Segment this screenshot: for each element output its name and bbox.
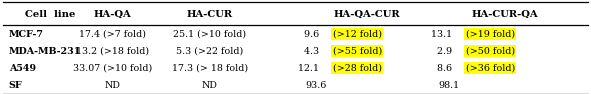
- Text: 13.1: 13.1: [431, 30, 455, 39]
- Text: HA-CUR: HA-CUR: [187, 10, 233, 19]
- Text: SF: SF: [9, 81, 22, 90]
- Text: 33.07 (>10 fold): 33.07 (>10 fold): [73, 64, 152, 73]
- Text: ND: ND: [105, 81, 120, 90]
- Text: 8.6: 8.6: [437, 64, 455, 73]
- Text: 93.6: 93.6: [306, 81, 327, 90]
- Text: MDA-MB-231: MDA-MB-231: [9, 47, 81, 56]
- Text: 98.1: 98.1: [439, 81, 460, 90]
- Text: MCF-7: MCF-7: [9, 30, 44, 39]
- Text: (>50 fold): (>50 fold): [466, 47, 515, 56]
- Text: Cell  line: Cell line: [25, 10, 76, 19]
- Text: 17.4 (>7 fold): 17.4 (>7 fold): [79, 30, 146, 39]
- Text: 12.1: 12.1: [298, 64, 322, 73]
- Text: 13.2 (>18 fold): 13.2 (>18 fold): [76, 47, 149, 56]
- Text: (>19 fold): (>19 fold): [466, 30, 515, 39]
- Text: (>55 fold): (>55 fold): [333, 47, 382, 56]
- Text: HA-QA-CUR: HA-QA-CUR: [333, 10, 400, 19]
- Text: 9.6: 9.6: [304, 30, 322, 39]
- Text: 5.3 (>22 fold): 5.3 (>22 fold): [176, 47, 243, 56]
- Text: (>28 fold): (>28 fold): [333, 64, 382, 73]
- Text: 25.1 (>10 fold): 25.1 (>10 fold): [173, 30, 246, 39]
- Text: ND: ND: [202, 81, 217, 90]
- Text: (>36 fold): (>36 fold): [466, 64, 515, 73]
- Text: A549: A549: [9, 64, 36, 73]
- Text: (>12 fold): (>12 fold): [333, 30, 382, 39]
- Text: 17.3 (> 18 fold): 17.3 (> 18 fold): [172, 64, 248, 73]
- Text: 4.3: 4.3: [304, 47, 322, 56]
- Text: HA-CUR-QA: HA-CUR-QA: [472, 10, 538, 19]
- Text: HA-QA: HA-QA: [93, 10, 131, 19]
- Text: 2.9: 2.9: [437, 47, 455, 56]
